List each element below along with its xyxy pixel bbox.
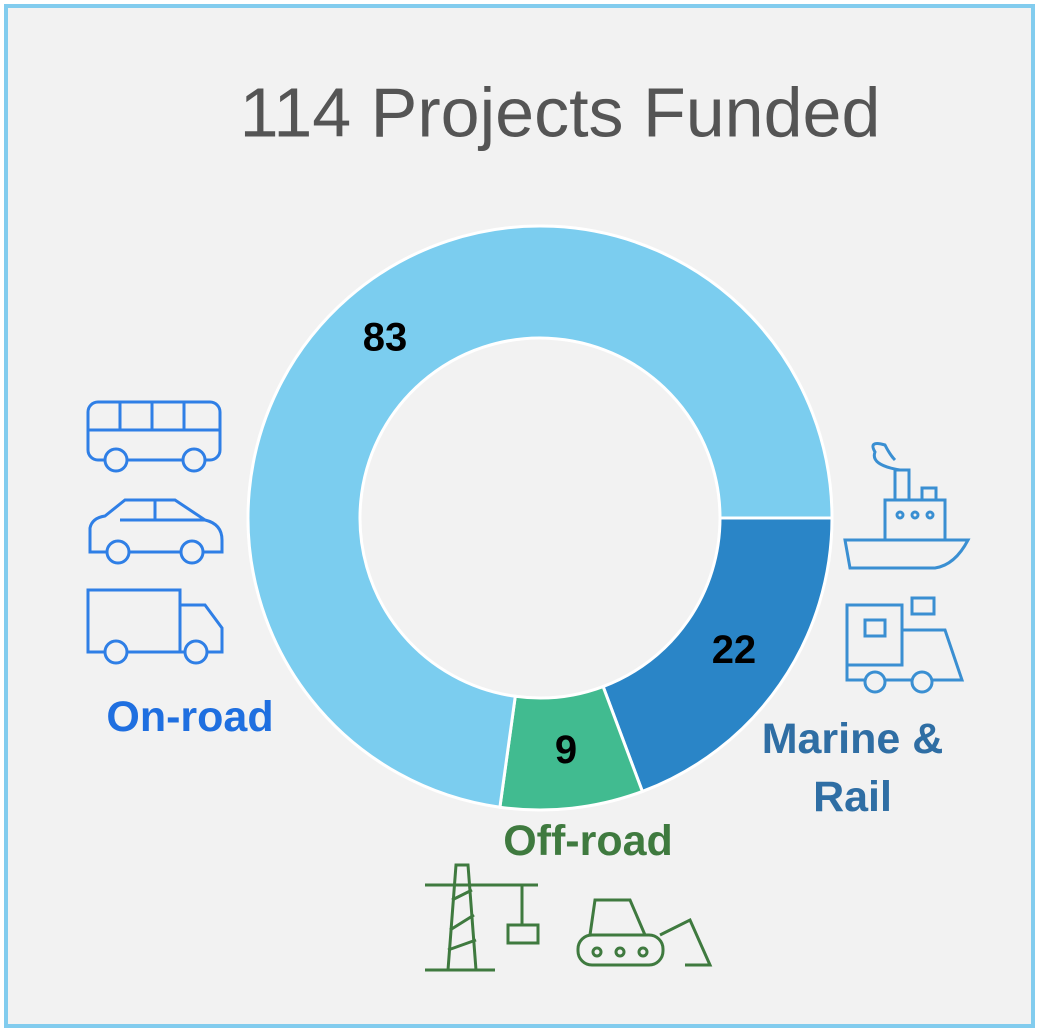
data-label: 83 [363,316,408,360]
category-label: Off-road [503,817,673,865]
marine-rail-icons [843,442,971,694]
data-label: 22 [712,628,757,672]
category-label: Marine & Rail [761,715,944,821]
card [4,4,1035,1028]
donut-segment [601,516,834,794]
chart-title: 114 Projects Funded [240,73,881,151]
donut-segment [246,224,834,809]
data-label: 9 [555,728,577,772]
on-road-icons [86,400,224,665]
category-label: On-road [106,693,274,741]
off-road-icons [425,863,713,972]
